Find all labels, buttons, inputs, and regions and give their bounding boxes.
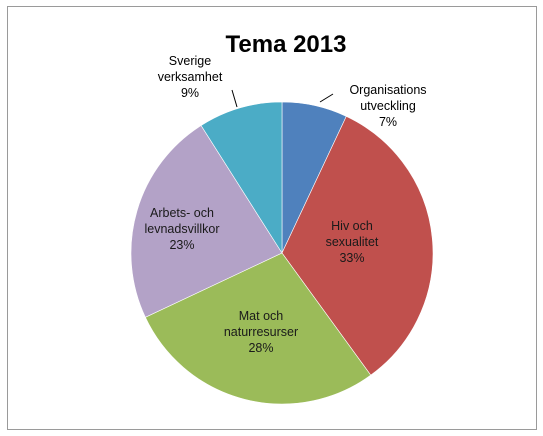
slice-percent-label: 33% (339, 251, 364, 265)
leader-line (319, 93, 334, 103)
leader-lines (231, 89, 334, 108)
slice-label: Arbets- och (150, 206, 214, 220)
slice-percent-label: 23% (169, 238, 194, 252)
pie-slice (130, 125, 283, 318)
slice-percent-label: 9% (181, 86, 199, 100)
slice-label: verksamhet (158, 70, 223, 84)
data-labels: Organisations utveckling 7% Hiv och sexualit… (144, 54, 426, 355)
slice-label: Mat och (239, 309, 284, 323)
pie-slices (130, 101, 434, 405)
slice-percent-label: 28% (248, 341, 273, 355)
pie-slice (200, 101, 283, 255)
slice-label: sexualitet (326, 235, 379, 249)
slice-label: Hiv och (331, 219, 373, 233)
slice-label: utveckling (360, 99, 416, 113)
slice-label: levnadsvillkor (144, 222, 219, 236)
pie-slice (281, 115, 434, 376)
pie-slice (144, 252, 372, 405)
slice-label: Organisations (349, 83, 426, 97)
chart-title: Tema 2013 (226, 31, 347, 58)
slice-percent-label: 7% (379, 115, 397, 129)
leader-line (231, 89, 238, 108)
slice-label: Sverige (169, 54, 211, 68)
slice-label: naturresurser (224, 325, 298, 339)
